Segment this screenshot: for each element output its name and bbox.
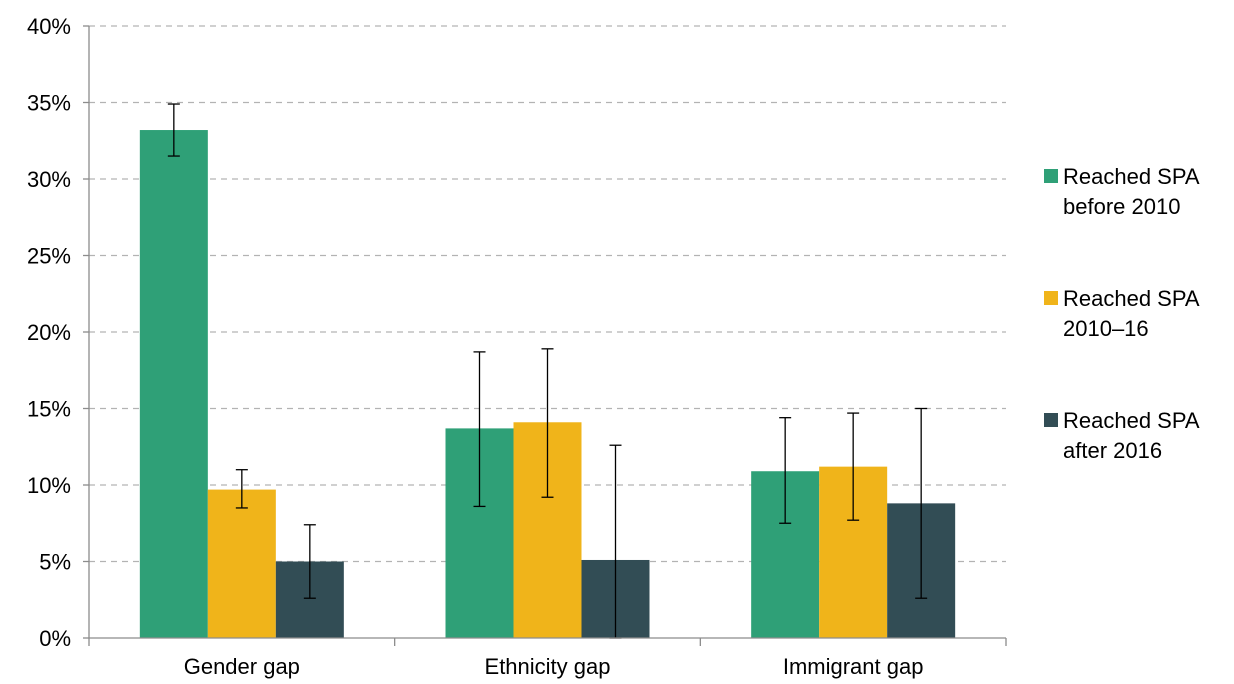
y-tick-label: 10% — [27, 473, 71, 498]
axes: 0% 5% 10% 15% 20% 25% 30% 35% 40% Gender gap Ethni… — [27, 14, 1007, 679]
legend-label: after 2016 — [1063, 438, 1162, 463]
legend-swatch — [1044, 413, 1058, 427]
y-tick-label: 15% — [27, 397, 71, 422]
legend-swatch — [1044, 169, 1058, 183]
y-tick-label: 20% — [27, 320, 71, 345]
legend-swatch — [1044, 291, 1058, 305]
y-tick-label: 35% — [27, 91, 71, 116]
legend: Reached SPA before 2010 Reached SPA 2010–16… — [1044, 164, 1200, 463]
legend-label: Reached SPA — [1063, 286, 1200, 311]
legend-label: Reached SPA — [1063, 408, 1200, 433]
x-category-label: Ethnicity gap — [485, 654, 611, 679]
y-tick-label: 0% — [39, 626, 71, 651]
legend-label: before 2010 — [1063, 194, 1180, 219]
y-tick-label: 25% — [27, 244, 71, 269]
legend-label: Reached SPA — [1063, 164, 1200, 189]
x-category-label: Gender gap — [184, 654, 300, 679]
y-tick-label: 5% — [39, 550, 71, 575]
bar — [207, 489, 276, 638]
legend-label: 2010–16 — [1063, 316, 1149, 341]
y-tick-label: 30% — [27, 167, 71, 192]
bars — [139, 130, 956, 639]
x-category-label: Immigrant gap — [783, 654, 924, 679]
y-tick-label: 40% — [27, 14, 71, 39]
bar — [139, 130, 208, 639]
